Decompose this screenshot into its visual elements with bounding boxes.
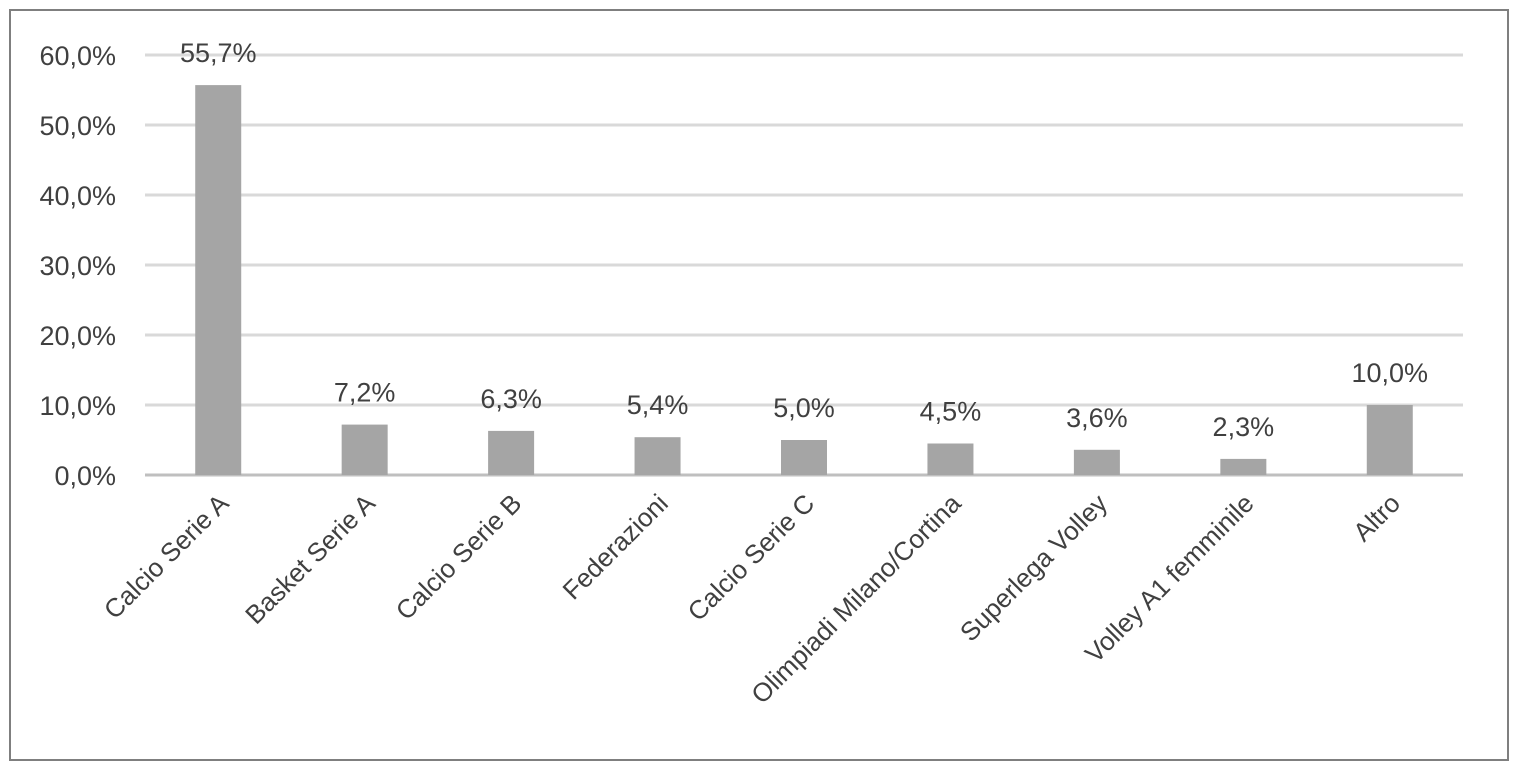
y-tick-label: 40,0% — [39, 181, 116, 211]
data-label: 2,3% — [1213, 412, 1275, 442]
category-label: Calcio Serie B — [390, 488, 528, 626]
data-label: 6,3% — [480, 384, 542, 414]
category-label: Calcio Serie A — [98, 488, 235, 625]
data-labels: 55,7% 7,2% 6,3% 5,4% 5,0% 4,5% 3,6% 2,3% 10,0% — [180, 38, 1428, 442]
y-tick-label: 0,0% — [54, 461, 116, 491]
data-label: 55,7% — [180, 38, 257, 68]
data-label: 5,4% — [627, 390, 689, 420]
bars — [195, 85, 1413, 475]
category-label: Federazioni — [557, 488, 674, 605]
bar — [341, 424, 388, 475]
y-tick-label: 20,0% — [39, 321, 116, 351]
bar — [781, 440, 827, 475]
bar — [927, 443, 974, 475]
category-label: Basket Serie A — [239, 488, 381, 630]
category-label: Altro — [1347, 488, 1406, 547]
y-tick-label: 10,0% — [39, 391, 116, 421]
bar — [1073, 449, 1120, 475]
bar — [488, 430, 535, 475]
data-label: 10,0% — [1351, 358, 1428, 388]
chart-frame — [9, 9, 1509, 761]
category-label: Calcio Serie C — [682, 488, 821, 627]
y-tick-label: 30,0% — [39, 251, 116, 281]
bar — [195, 85, 242, 475]
y-tick-label: 60,0% — [39, 41, 116, 71]
data-label: 4,5% — [920, 397, 982, 427]
bar — [1220, 458, 1267, 475]
category-labels: Calcio Serie A Basket Serie A Calcio Serie… — [98, 488, 1406, 710]
bar — [634, 437, 681, 475]
y-tick-label: 50,0% — [39, 111, 116, 141]
category-label: Superlega Volley — [954, 488, 1113, 647]
data-label: 3,6% — [1066, 403, 1128, 433]
data-label: 5,0% — [773, 393, 835, 423]
y-axis-ticks: 0,0% 10,0% 20,0% 30,0% 40,0% 50,0% 60,0% — [39, 41, 116, 491]
data-label: 7,2% — [334, 378, 396, 408]
bar — [1366, 405, 1413, 475]
